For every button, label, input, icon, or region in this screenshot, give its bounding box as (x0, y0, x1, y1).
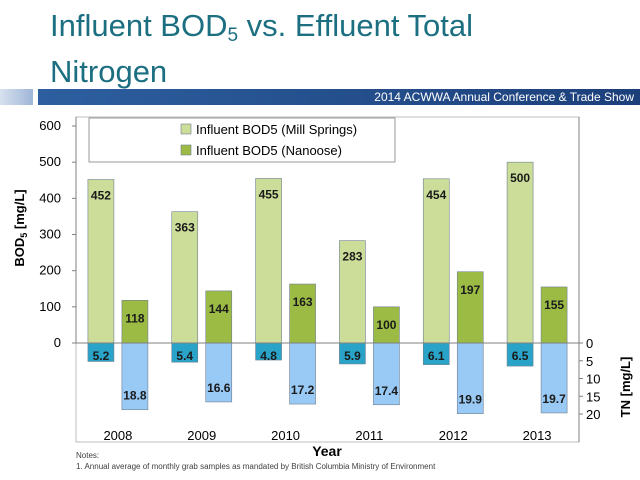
data-label: 5.2 (93, 349, 110, 363)
data-label: 144 (209, 302, 229, 316)
data-label: 163 (293, 295, 313, 309)
notes: Notes: 1. Annual average of monthly grab… (76, 450, 636, 472)
title-rest: vs. Effluent Total (238, 8, 473, 43)
data-label: 452 (91, 189, 111, 203)
x-tick-label: 2009 (187, 428, 216, 443)
bar (289, 283, 316, 344)
data-label: 5.9 (344, 349, 361, 363)
data-label: 17.4 (375, 384, 399, 398)
data-label: 155 (544, 298, 564, 312)
data-label: 6.1 (428, 349, 445, 363)
data-label: 100 (376, 318, 396, 332)
data-label: 363 (175, 221, 195, 235)
data-label: 17.2 (291, 383, 315, 397)
bar (205, 290, 233, 344)
bar (87, 179, 115, 344)
x-tick-label: 2008 (103, 428, 132, 443)
bar (255, 178, 282, 344)
bar (456, 342, 484, 414)
y-axis-title: BOD5 [mg/L] (12, 189, 29, 266)
y2-tick-label: 5 (586, 354, 593, 369)
bar (121, 342, 149, 411)
data-label: 19.9 (459, 393, 483, 407)
legend-label: Influent BOD5 (Mill Springs) (196, 122, 357, 137)
y2-tick-label: 15 (586, 389, 600, 404)
y2-tick-label: 0 (586, 336, 593, 351)
bar (456, 271, 484, 344)
notes-line-1: 1. Annual average of monthly grab sample… (76, 462, 436, 471)
data-label: 500 (510, 171, 530, 185)
data-label: 4.8 (260, 349, 277, 363)
y-tick-label: 400 (39, 190, 61, 205)
plot-area (75, 116, 580, 443)
title-line2: Nitrogen (50, 54, 168, 89)
banner-accent (0, 89, 33, 105)
conference-banner: 2014 ACWWA Annual Conference & Trade Sho… (38, 89, 640, 105)
data-label: 118 (125, 311, 145, 325)
legend-swatch (180, 144, 192, 156)
notes-heading: Notes: (76, 451, 100, 460)
data-label: 283 (342, 250, 362, 264)
data-label: 6.5 (512, 349, 529, 363)
legend-swatch (180, 123, 192, 135)
bar (422, 178, 450, 344)
x-tick-label: 2013 (523, 428, 552, 443)
y-tick-label: 100 (39, 299, 61, 314)
y2-tick-label: 10 (586, 372, 600, 387)
y-axis-title-main: BOD (12, 238, 27, 267)
data-label: 5.4 (176, 349, 193, 363)
legend-label: Influent BOD5 (Nanoose) (196, 143, 342, 158)
bar (205, 342, 233, 403)
y-axis-title-unit: [mg/L] (12, 189, 27, 232)
y2-axis-title: TN [mg/L] (618, 357, 633, 418)
x-tick-label: 2012 (439, 428, 468, 443)
x-tick-label: 2010 (271, 428, 300, 443)
title-main: Influent BOD (50, 8, 228, 43)
title-subscript: 5 (227, 25, 239, 46)
slide-title: Influent BOD5 vs. Effluent Total Nitroge… (50, 8, 630, 90)
data-label: 16.6 (207, 381, 231, 395)
y-tick-label: 500 (39, 154, 61, 169)
banner-text: 2014 ACWWA Annual Conference & Trade Sho… (374, 90, 634, 104)
data-label: 455 (259, 187, 279, 201)
bar (373, 306, 400, 344)
data-label: 197 (460, 283, 480, 297)
bar (540, 286, 568, 344)
y-tick-label: 600 (39, 118, 61, 133)
data-label: 19.7 (542, 392, 566, 406)
x-axis-title: Year (312, 443, 342, 459)
y-axis-title-sub: 5 (19, 233, 29, 238)
x-tick-label: 2011 (355, 428, 383, 443)
y-tick-label: 0 (54, 335, 61, 350)
y-tick-label: 300 (39, 227, 61, 242)
y2-tick-label: 20 (586, 407, 600, 422)
bar (171, 211, 199, 344)
legend-box (88, 117, 396, 163)
bar (339, 240, 366, 344)
data-label: 18.8 (123, 389, 147, 403)
bar (506, 161, 534, 344)
y-tick-label: 200 (39, 263, 61, 278)
bar (289, 342, 316, 405)
bar (121, 300, 149, 344)
data-label: 454 (426, 188, 446, 202)
